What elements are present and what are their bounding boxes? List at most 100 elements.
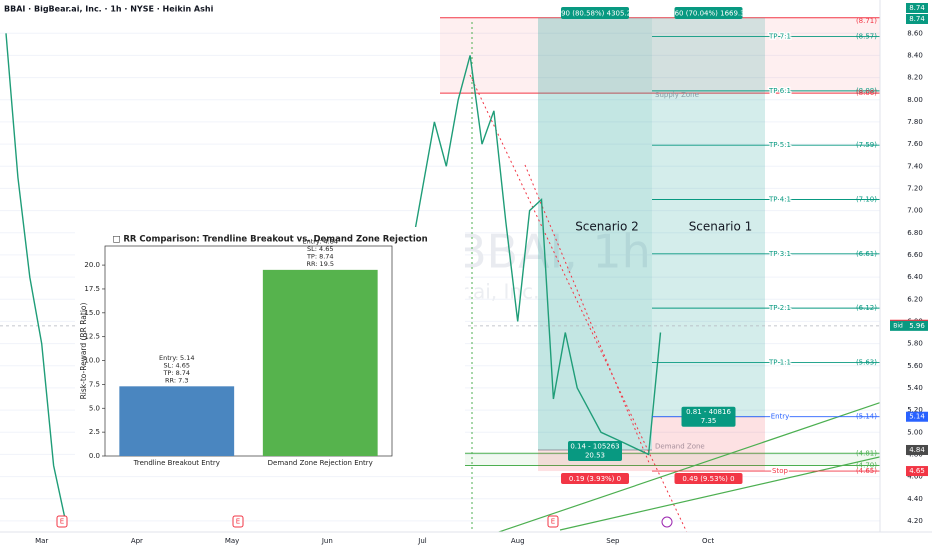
entry-label: 0.14 - 105263 xyxy=(570,442,619,450)
y-tick-label: 7.80 xyxy=(907,118,923,126)
event-label: E xyxy=(551,518,555,526)
level-name: Entry xyxy=(771,413,790,421)
y-tick-label: 6.80 xyxy=(907,229,923,237)
zone-label: Supply Zone xyxy=(655,91,699,99)
price-tag-label: 4.65 xyxy=(909,467,925,475)
event-marker xyxy=(547,515,559,528)
level-name: TP 2:1 xyxy=(768,304,791,312)
level-name: TP 7:1 xyxy=(768,33,791,41)
y-tick-label: 6.40 xyxy=(907,273,923,281)
level-name: TP 3:1 xyxy=(768,250,791,258)
zone xyxy=(440,17,880,94)
header-title: BBAI · BigBear.ai, Inc. · 1h · NYSE · He… xyxy=(4,5,214,14)
x-tick-label: Aug xyxy=(511,537,525,545)
level-name: TP 1:1 xyxy=(768,358,791,366)
zone-label: Demand Zone xyxy=(655,442,705,450)
y-tick-label: 7.60 xyxy=(907,140,923,148)
label-bg xyxy=(674,7,743,19)
target-label: 3.90 (80.58%) 4305.26 xyxy=(554,10,636,18)
y-tick-label: 5.80 xyxy=(907,340,923,348)
level-value: (8.08) xyxy=(856,87,877,95)
y-tick-label: 7.20 xyxy=(907,184,923,192)
stop-label: 0.19 (3.93%) 0 xyxy=(569,475,621,483)
price-tag-label: 8.74 xyxy=(909,4,925,12)
level-value: (4.81) xyxy=(856,449,877,457)
level-name: Stop xyxy=(772,467,788,475)
watermark-symbol: BBAI, 1h xyxy=(455,225,651,279)
level-value: (7.10) xyxy=(856,196,877,204)
stop-label: 0.49 (9.53%) 0 xyxy=(682,475,734,483)
bar-annotation: SL: 4.65 xyxy=(164,361,190,369)
y-tick-label: 5.0 xyxy=(89,404,100,412)
scenario-name: Scenario 2 xyxy=(575,220,639,234)
zone xyxy=(405,453,880,466)
y-tick-label: 17.5 xyxy=(84,285,100,293)
level-value: (8.06) xyxy=(856,89,877,97)
y-tick-label: 8.00 xyxy=(907,96,923,104)
y-tick-label: 20.0 xyxy=(84,261,100,269)
target-area xyxy=(538,17,652,450)
price-axis xyxy=(880,0,932,532)
tag-name-bg xyxy=(890,320,906,331)
x-tick-label: Mar xyxy=(35,537,48,545)
x-tick-label: Apr xyxy=(131,537,143,545)
level-value: (6.61) xyxy=(856,250,877,258)
inset-title: □ RR Comparison: Trendline Breakout vs. … xyxy=(112,235,427,245)
label-bg xyxy=(561,7,629,19)
level-value: (4.70) xyxy=(856,462,877,470)
level-name: TP 4:1 xyxy=(768,196,791,204)
event-label: E xyxy=(60,518,64,526)
x-tick-label: May xyxy=(225,537,239,545)
price-tag xyxy=(906,444,928,455)
y-tick-label: 2.5 xyxy=(89,428,100,436)
y-tick-label: 5.20 xyxy=(907,406,923,414)
y-tick-label: 7.00 xyxy=(907,207,923,215)
level-value: (6.12) xyxy=(856,304,877,312)
level-value: (8.71) xyxy=(856,17,877,25)
level-value: (8.57) xyxy=(856,33,877,41)
label-bg xyxy=(681,406,736,427)
price-tag-label: 5.96 xyxy=(909,322,925,330)
event-icon xyxy=(661,516,673,528)
entry-label: 7.35 xyxy=(701,417,717,425)
price-tag xyxy=(906,466,928,477)
y-tick-label: 4.40 xyxy=(907,495,923,503)
y-tick-label: 8.40 xyxy=(907,51,923,59)
bar-annotation: TP: 8.74 xyxy=(306,252,334,260)
x-tick-label: Sep xyxy=(606,537,620,545)
y-tick-label: 5.60 xyxy=(907,362,923,370)
x-tick-label: Demand Zone Rejection Entry xyxy=(268,459,373,467)
y-tick-label: 7.40 xyxy=(907,162,923,170)
level-value: (5.63) xyxy=(856,358,877,366)
target-label: 3.60 (70.04%) 1669.39 xyxy=(668,10,749,18)
bar xyxy=(119,386,235,456)
bar-annotation: RR: 19.5 xyxy=(306,260,334,268)
y-tick-label: 7.5 xyxy=(89,380,100,388)
target-area xyxy=(652,17,765,417)
trendline xyxy=(559,456,880,531)
label-bg xyxy=(568,440,622,461)
inset-axes xyxy=(104,245,393,457)
price-series xyxy=(5,33,662,522)
x-tick-label: Trendline Breakout Entry xyxy=(133,459,220,467)
x-tick-label: Oct xyxy=(702,537,714,545)
y-tick-label: 8.20 xyxy=(907,74,923,82)
tag-name: Bid xyxy=(893,322,903,329)
y-tick-label: 12.5 xyxy=(84,333,100,341)
event-label: E xyxy=(236,518,240,526)
price-tag-label: 8.74 xyxy=(909,15,925,23)
bar-annotation: SL: 4.65 xyxy=(307,245,333,253)
level-value: (5.14) xyxy=(856,413,877,421)
level-value: (4.65) xyxy=(856,467,877,475)
label-bg xyxy=(674,473,743,485)
y-tick-label: 0.0 xyxy=(89,452,100,460)
x-tick-label: Jul xyxy=(417,537,427,545)
event-marker xyxy=(56,515,68,528)
level-name: TP 6:1 xyxy=(768,87,791,95)
price-tag xyxy=(906,411,928,422)
bar-annotation: RR: 7.3 xyxy=(165,376,188,384)
price-tag xyxy=(906,14,928,24)
y-axis-label: Risk-to-Reward (RR Ratio) xyxy=(79,303,88,400)
level-name: TP 5:1 xyxy=(768,141,791,149)
